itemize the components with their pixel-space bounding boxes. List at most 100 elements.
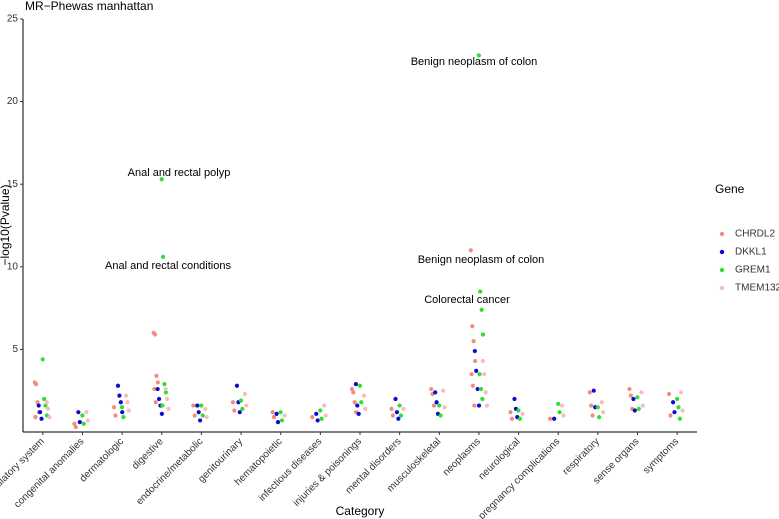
point [271,415,277,420]
point [125,400,130,405]
point [469,372,474,377]
point [397,403,402,408]
point [33,415,38,420]
x-tick-label: neoplasms [441,436,483,478]
point [520,411,525,416]
point [164,396,170,402]
point [474,368,479,373]
x-tick-label: respiratory [561,436,602,477]
x-tick-label: pregnancy complications [477,436,563,519]
point [356,411,361,416]
point [230,400,236,405]
point [234,383,240,388]
point [632,408,637,413]
y-tick-label: 10 [7,261,19,272]
point [560,403,565,408]
point [434,400,439,405]
x-tick-label: congenital anomalies [12,436,86,510]
point [670,400,676,405]
point [126,408,131,413]
x-tick-label: digestive [130,436,166,472]
point [590,413,595,418]
point [160,254,166,259]
point [508,410,513,415]
point [394,410,400,415]
point [442,405,447,410]
annotation: Anal and rectal conditions [105,260,231,272]
point [270,410,275,415]
point [349,386,354,392]
y-tick-label: 15 [7,179,19,190]
point [666,391,672,397]
legend-title: Gene [715,182,745,196]
legend-label: DKKL1 [735,247,767,258]
point [323,413,328,418]
point [398,413,404,418]
point [556,401,561,407]
point [548,416,553,421]
point [203,406,208,411]
point [361,393,366,398]
point [314,411,319,416]
point [595,405,600,410]
point [431,403,437,408]
point [475,386,480,392]
point [310,415,315,420]
point [117,393,122,398]
point [359,400,364,405]
point [195,403,200,408]
point [389,406,394,411]
point [674,396,680,402]
point [244,403,249,408]
point [390,413,396,418]
point [601,410,606,415]
point [152,332,158,337]
point [121,415,126,420]
point [476,403,482,408]
point [468,248,473,253]
point [191,403,196,408]
point [597,415,602,420]
point [472,348,477,354]
point [355,403,360,408]
point [77,419,82,425]
point [115,383,121,388]
point [42,396,47,402]
point [163,390,168,395]
point [156,396,162,402]
legend-swatch [719,267,725,273]
legend-swatch [719,285,725,291]
point [639,390,644,395]
point [401,406,406,411]
y-tick-label: 25 [7,14,19,25]
x-tick-label: symptoms [641,436,681,476]
point [433,390,438,395]
x-tick-label: endocrine/metabolic [134,436,205,507]
point [34,381,39,387]
point [587,390,592,395]
legend-swatch [719,249,725,255]
point [477,372,482,377]
point [152,386,157,392]
y-tick-label: 20 [7,96,19,107]
point [470,324,475,329]
point [479,307,484,312]
point [40,357,45,362]
point [438,413,443,418]
point [196,410,201,415]
point [429,386,434,392]
point [318,408,323,413]
point [200,413,205,418]
point [155,386,160,392]
point [478,386,484,392]
point [81,421,86,426]
point [113,413,118,418]
chart-title: MR−Phewas manhattan [25,0,153,13]
point [192,413,197,418]
point [38,410,43,415]
point [84,410,89,415]
point [482,372,487,377]
point [472,358,478,364]
point [471,339,476,344]
